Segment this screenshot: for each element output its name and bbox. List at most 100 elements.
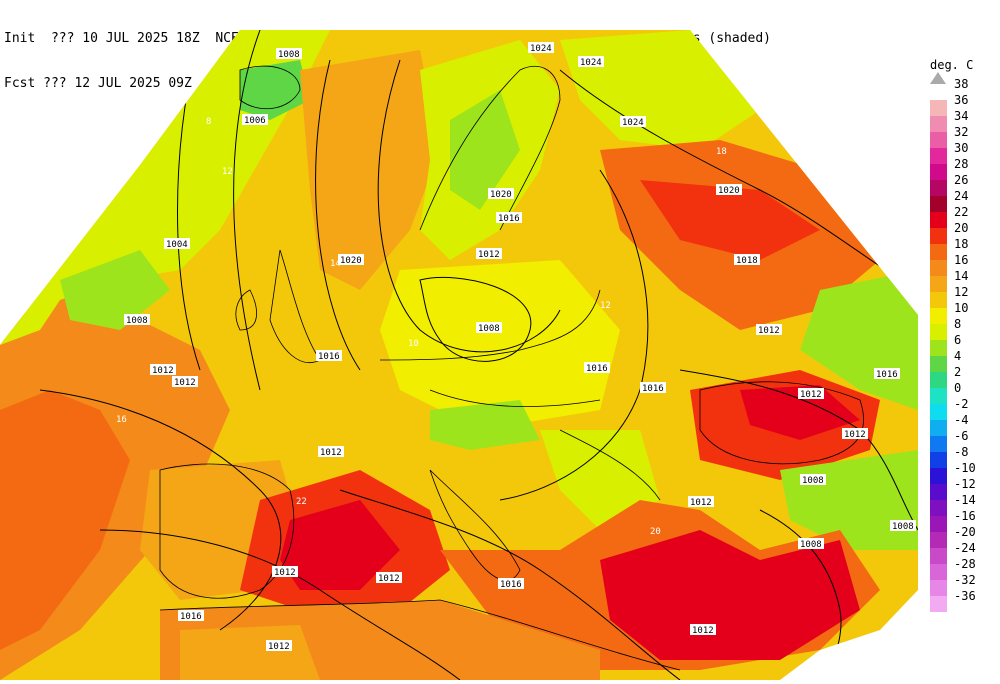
isobar-label-layer: 1008 1006 1024 1024 1024 1020 1016 1012 …	[124, 42, 916, 652]
north-africa-light	[180, 625, 320, 680]
legend-swatch	[930, 148, 947, 164]
isobar-label: 1008	[276, 48, 302, 60]
svg-text:1012: 1012	[152, 366, 174, 376]
svg-text:1008: 1008	[478, 324, 500, 334]
legend-swatch	[930, 580, 947, 596]
legend-swatch	[930, 228, 947, 244]
legend-swatch	[930, 308, 947, 324]
svg-text:1012: 1012	[844, 430, 866, 440]
coastline-ireland	[235, 289, 257, 331]
isobar-label: 1016	[640, 382, 666, 394]
isobar-label: 1012	[756, 324, 782, 336]
isobar-contour	[419, 276, 532, 362]
isobar-contour	[679, 369, 918, 531]
legend-row: 18	[930, 237, 996, 260]
legend-label: -24	[954, 541, 976, 555]
legend-row: 10	[930, 301, 996, 324]
legend-row: -36	[930, 589, 996, 612]
legend-label: 34	[954, 109, 969, 123]
legend-swatch	[930, 116, 947, 132]
legend-label: 26	[954, 173, 969, 187]
legend-label: -4	[954, 413, 969, 427]
svg-text:1016: 1016	[180, 612, 202, 622]
legend-row: 16	[930, 253, 996, 276]
legend-row: 30	[930, 141, 996, 164]
legend-label: 10	[954, 301, 969, 315]
isobar-label: 1020	[488, 188, 514, 200]
legend-swatch	[930, 292, 947, 308]
svg-text:1008: 1008	[892, 522, 914, 532]
svg-text:1008: 1008	[126, 316, 148, 326]
isobar-label: 1020	[338, 254, 364, 266]
legend-label: 24	[954, 189, 969, 203]
legend-swatch	[930, 100, 947, 116]
legend-swatch	[930, 164, 947, 180]
map-header: Init ??? 10 JUL 2025 18Z NCEP/GFS foreca…	[4, 1, 924, 91]
legend-row: 0	[930, 381, 996, 404]
coastline-north-africa	[159, 599, 681, 671]
legend-label: -14	[954, 493, 976, 507]
legend-swatch	[930, 196, 947, 212]
legend-label: -6	[954, 429, 969, 443]
forecast-map: 1008 1006 1024 1024 1024 1020 1016 1012 …	[0, 30, 918, 680]
isobar-label: 1008	[890, 520, 916, 532]
legend-row: 22	[930, 205, 996, 228]
dewpoint-label: 16	[116, 415, 127, 425]
norwegian-sea-orange	[300, 50, 440, 290]
legend-row: -12	[930, 477, 996, 500]
scandinavia-green	[450, 90, 520, 210]
isobar-label: 1016	[496, 212, 522, 224]
central-europe-yellow	[380, 260, 620, 430]
color-legend: deg. C 38 36 34 32 30 28 26 24 22 20 18 16 14 12 10 8 6…	[924, 56, 998, 616]
dewpoint-label: 12	[600, 301, 611, 311]
svg-text:1008: 1008	[800, 540, 822, 550]
isobar-label: 1008	[476, 322, 502, 334]
legend-row: 2	[930, 365, 996, 388]
legend-row: 12	[930, 285, 996, 308]
legend-label: -2	[954, 397, 969, 411]
legend-label: -8	[954, 445, 969, 459]
legend-row: -10	[930, 461, 996, 484]
svg-text:1008: 1008	[802, 476, 824, 486]
legend-row: -2	[930, 397, 996, 420]
isobar-label: 1012	[150, 364, 176, 376]
isobar-label: 1016	[498, 578, 524, 590]
legend-row: 32	[930, 125, 996, 148]
isobar-contour	[559, 69, 918, 291]
dewpoint-label: 22	[296, 497, 307, 507]
legend-row: -6	[930, 429, 996, 452]
legend-row: 36	[930, 93, 996, 116]
isobar-label: 1012	[842, 428, 868, 440]
dewpoint-map-svg: 1008 1006 1024 1024 1024 1020 1016 1012 …	[0, 30, 918, 680]
legend-label: 4	[954, 349, 962, 363]
legend-label: 8	[954, 317, 962, 331]
legend-row: 24	[930, 189, 996, 212]
dewpoint-label: 10	[408, 339, 419, 349]
legend-label: 2	[954, 365, 962, 379]
dewpoint-label-layer: 8 12 16 14 10 12 18 20 22	[116, 117, 727, 537]
svg-text:1016: 1016	[642, 384, 664, 394]
isobar-label: 1012	[318, 446, 344, 458]
legend-swatch	[930, 596, 947, 612]
country-border	[559, 429, 661, 501]
legend-row: 26	[930, 173, 996, 196]
legend-swatch	[930, 564, 947, 580]
legend-overflow-arrow-icon	[930, 72, 946, 84]
legend-label: 16	[954, 253, 969, 267]
legend-swatch	[930, 212, 947, 228]
isobar-label: 1016	[874, 368, 900, 380]
isobar-label: 1006	[242, 114, 268, 126]
legend-swatch	[930, 260, 947, 276]
svg-text:1020: 1020	[490, 190, 512, 200]
legend-row: 28	[930, 157, 996, 180]
country-border	[379, 289, 601, 361]
svg-text:1016: 1016	[498, 214, 520, 224]
legend-label: -36	[954, 589, 976, 603]
legend-label: 30	[954, 141, 969, 155]
isobar-label: 1012	[688, 496, 714, 508]
legend-swatch	[930, 340, 947, 356]
dewpoint-label: 8	[206, 117, 211, 127]
legend-swatch	[930, 468, 947, 484]
legend-label: -12	[954, 477, 976, 491]
isobar-label: 1024	[528, 42, 554, 54]
